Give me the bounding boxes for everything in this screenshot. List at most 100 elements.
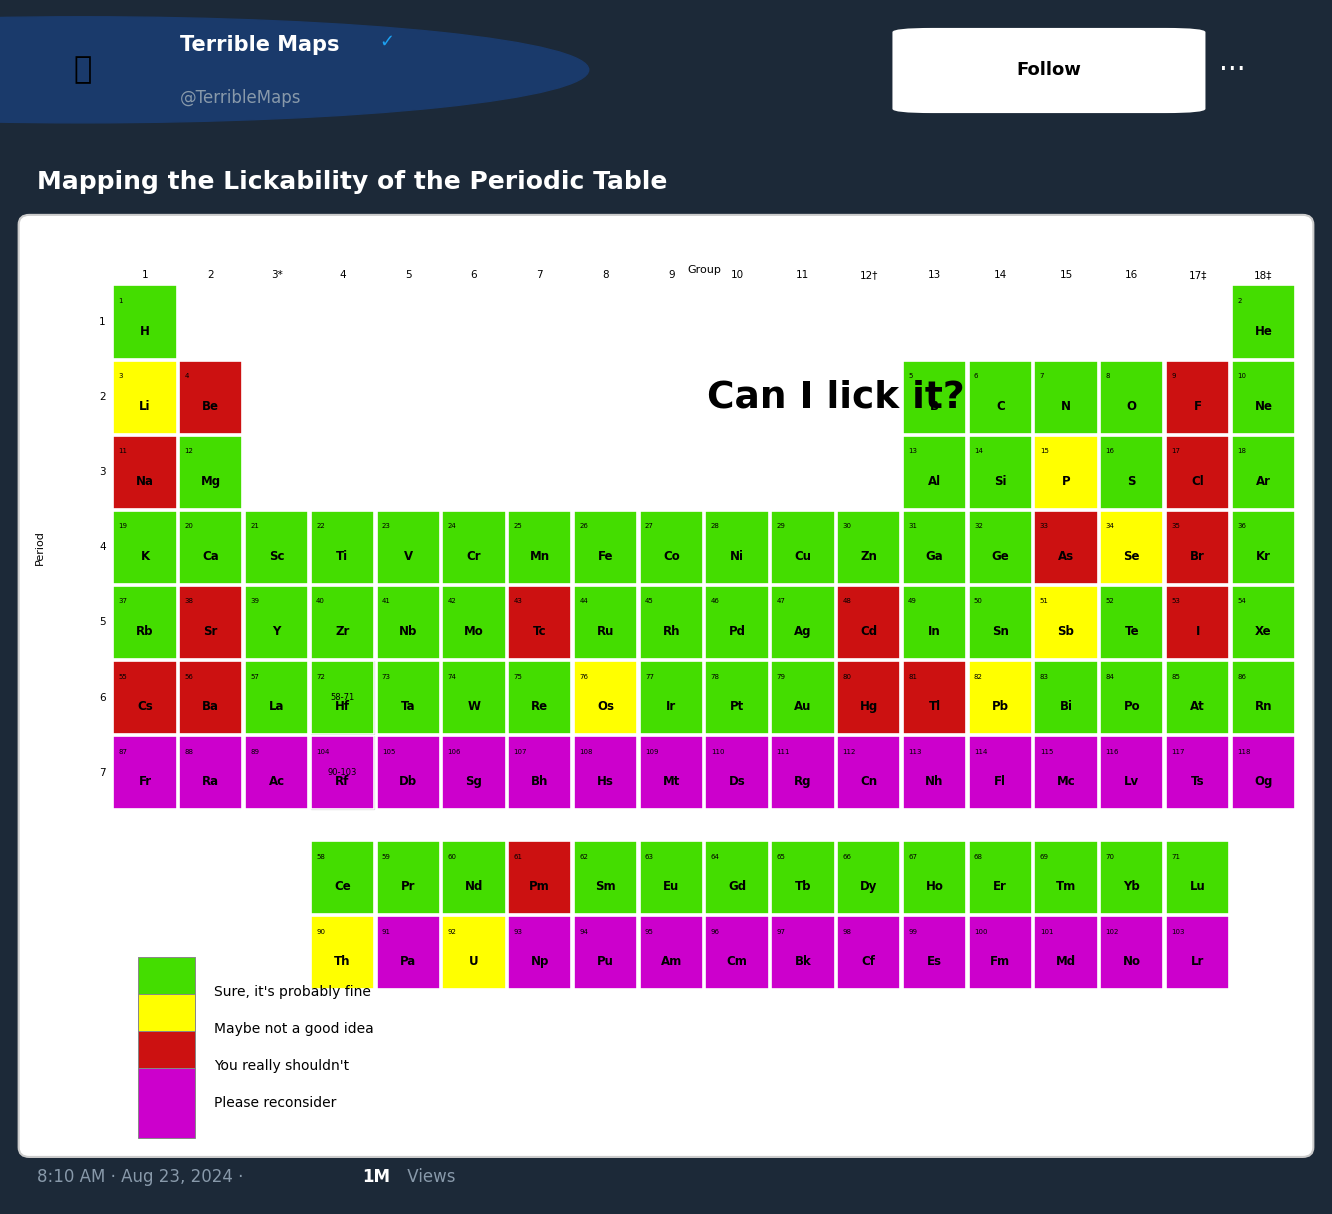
Text: 73: 73: [382, 674, 390, 680]
Bar: [442, 660, 506, 734]
Text: 1: 1: [99, 317, 105, 327]
Text: Os: Os: [597, 700, 614, 713]
Bar: [310, 841, 374, 914]
Text: 74: 74: [448, 674, 457, 680]
Bar: [1232, 660, 1295, 734]
Bar: [113, 660, 177, 734]
Bar: [639, 586, 703, 659]
Bar: [178, 736, 242, 810]
Bar: [968, 586, 1032, 659]
Text: 77: 77: [645, 674, 654, 680]
Text: 111: 111: [777, 749, 790, 755]
Text: Lv: Lv: [1124, 775, 1139, 788]
Text: 102: 102: [1106, 929, 1119, 935]
Text: Zr: Zr: [336, 625, 349, 639]
Text: N: N: [1062, 399, 1071, 413]
Text: Rh: Rh: [662, 625, 681, 639]
Bar: [113, 736, 177, 810]
Bar: [113, 436, 177, 509]
Bar: [507, 841, 571, 914]
Bar: [574, 586, 637, 659]
Text: 54: 54: [1237, 599, 1245, 605]
Bar: [968, 660, 1032, 734]
Text: Ts: Ts: [1191, 775, 1204, 788]
Bar: [1232, 361, 1295, 433]
Text: Am: Am: [661, 955, 682, 969]
Bar: [1035, 736, 1098, 810]
Bar: [310, 736, 374, 810]
Text: P: P: [1062, 475, 1071, 488]
Text: Fr: Fr: [139, 775, 152, 788]
Bar: [706, 586, 769, 659]
Text: Pu: Pu: [597, 955, 614, 969]
Bar: [1035, 841, 1098, 914]
Text: 63: 63: [645, 853, 654, 860]
Text: 10: 10: [730, 270, 743, 280]
Text: 9: 9: [667, 270, 674, 280]
Text: 42: 42: [448, 599, 457, 605]
FancyBboxPatch shape: [19, 215, 1313, 1157]
Text: 106: 106: [448, 749, 461, 755]
Text: 116: 116: [1106, 749, 1119, 755]
Text: 70: 70: [1106, 853, 1115, 860]
Text: 47: 47: [777, 599, 786, 605]
Text: 2: 2: [1237, 299, 1241, 304]
Bar: [178, 586, 242, 659]
Text: Li: Li: [140, 399, 151, 413]
Text: Ga: Ga: [926, 550, 943, 563]
Text: 60: 60: [448, 853, 457, 860]
Bar: [310, 917, 374, 989]
Text: Sc: Sc: [269, 550, 284, 563]
Bar: [771, 511, 835, 584]
Text: 17: 17: [1171, 448, 1180, 454]
Text: 19: 19: [119, 523, 128, 529]
Bar: [377, 586, 440, 659]
Text: 15: 15: [1059, 270, 1072, 280]
Text: 46: 46: [711, 599, 719, 605]
Bar: [706, 660, 769, 734]
Text: Lr: Lr: [1191, 955, 1204, 969]
Text: Cu: Cu: [794, 550, 811, 563]
Text: Nd: Nd: [465, 880, 484, 894]
Bar: [1166, 736, 1229, 810]
Text: Eu: Eu: [663, 880, 679, 894]
Bar: [245, 511, 308, 584]
Text: 24: 24: [448, 523, 457, 529]
Bar: [310, 660, 374, 734]
Bar: [137, 1068, 194, 1138]
Text: Bk: Bk: [794, 955, 811, 969]
Bar: [639, 917, 703, 989]
Bar: [706, 917, 769, 989]
Text: 49: 49: [908, 599, 916, 605]
Bar: [968, 511, 1032, 584]
Text: 12: 12: [184, 448, 193, 454]
Text: You really shouldn't: You really shouldn't: [214, 1059, 349, 1073]
Text: 5: 5: [908, 373, 912, 379]
Text: 110: 110: [711, 749, 725, 755]
Bar: [178, 436, 242, 509]
Text: Cl: Cl: [1191, 475, 1204, 488]
Text: 95: 95: [645, 929, 654, 935]
Text: 22: 22: [316, 523, 325, 529]
Text: 16: 16: [1106, 448, 1115, 454]
Bar: [1100, 511, 1163, 584]
Text: Pt: Pt: [730, 700, 745, 713]
Text: 14: 14: [994, 270, 1007, 280]
Text: 15: 15: [1040, 448, 1048, 454]
Text: Ni: Ni: [730, 550, 745, 563]
Text: 66: 66: [842, 853, 851, 860]
Text: 81: 81: [908, 674, 918, 680]
Text: 76: 76: [579, 674, 589, 680]
Text: Ce: Ce: [334, 880, 350, 894]
Text: 87: 87: [119, 749, 128, 755]
Text: 25: 25: [513, 523, 522, 529]
Bar: [1100, 586, 1163, 659]
Text: Mo: Mo: [464, 625, 484, 639]
Bar: [1100, 736, 1163, 810]
Text: 6: 6: [974, 373, 979, 379]
Text: Se: Se: [1124, 550, 1140, 563]
Bar: [507, 917, 571, 989]
Text: 90-103: 90-103: [328, 768, 357, 777]
Text: 4: 4: [99, 543, 105, 552]
Text: 31: 31: [908, 523, 918, 529]
